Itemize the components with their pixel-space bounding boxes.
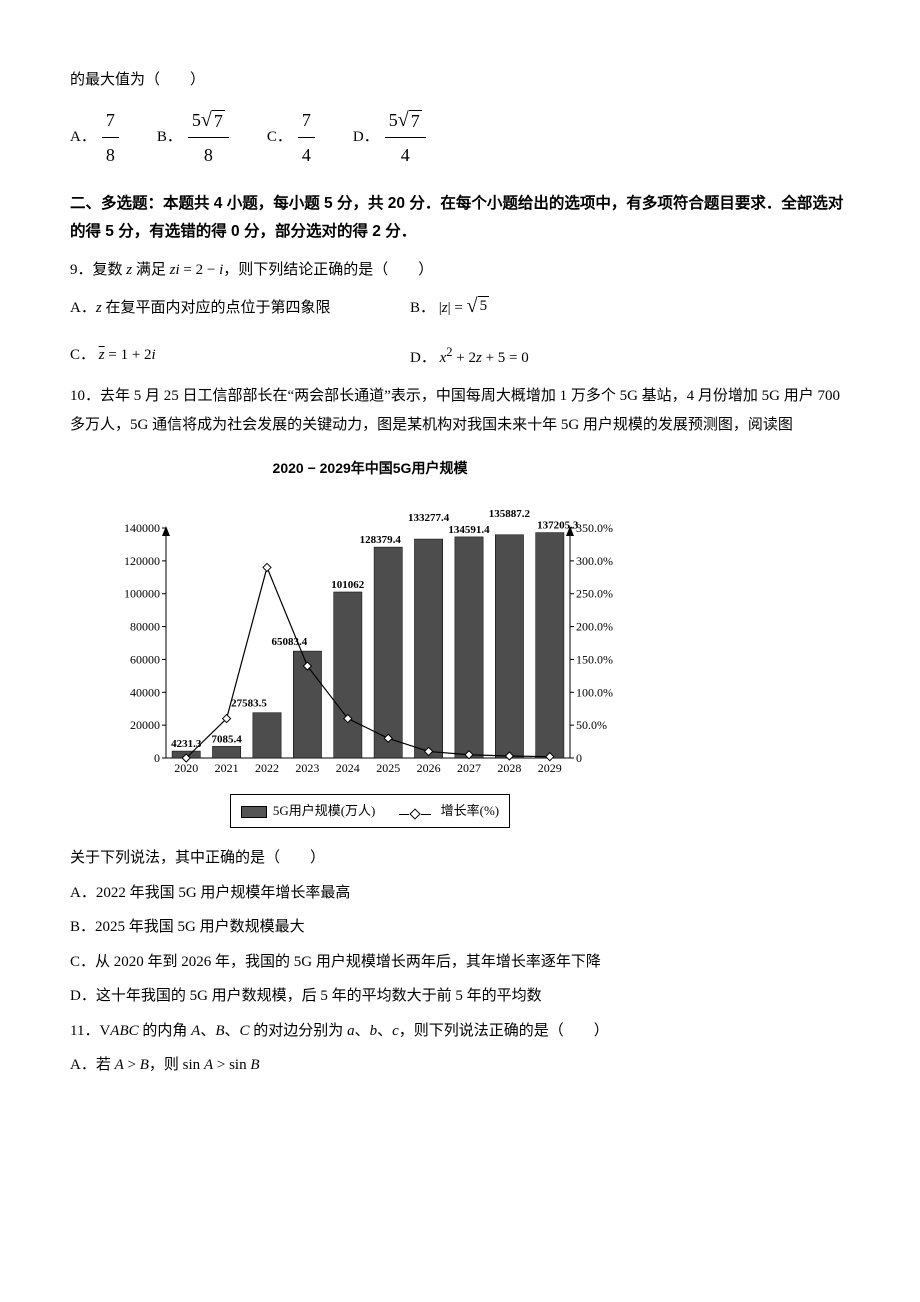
- svg-text:2025: 2025: [376, 761, 400, 775]
- svg-text:100000: 100000: [124, 586, 160, 600]
- q10-chart-title: 2020 − 2029年中国5G用户规模: [110, 455, 630, 482]
- svg-text:140000: 140000: [124, 521, 160, 535]
- svg-text:2024: 2024: [336, 761, 360, 775]
- svg-text:65083.4: 65083.4: [272, 636, 308, 648]
- q8-opt-a[interactable]: A． 78: [70, 103, 121, 172]
- svg-text:2026: 2026: [417, 761, 441, 775]
- q10-opt-a[interactable]: A．2022 年我国 5G 用户规模年增长率最高: [70, 879, 850, 908]
- svg-text:300.0%: 300.0%: [576, 554, 613, 568]
- svg-text:2020: 2020: [174, 761, 198, 775]
- q8-opt-b[interactable]: B． 5√7 8: [157, 103, 231, 172]
- line-marker-icon: [399, 810, 431, 818]
- svg-text:0: 0: [154, 751, 160, 765]
- svg-text:80000: 80000: [130, 619, 160, 633]
- svg-text:133277.4: 133277.4: [408, 512, 450, 524]
- svg-text:2021: 2021: [215, 761, 239, 775]
- svg-text:2022: 2022: [255, 761, 279, 775]
- svg-text:2027: 2027: [457, 761, 481, 775]
- svg-text:101062: 101062: [331, 579, 365, 591]
- q10-chart-svg: 0 20000 40000 60000 80000 100000 120000 140000 0…: [110, 488, 630, 788]
- svg-text:2023: 2023: [295, 761, 319, 775]
- section-2-header: 二、多选题：本题共 4 小题，每小题 5 分，共 20 分．在每个小题给出的选项…: [70, 190, 850, 246]
- q10-chart-legend: 5G用户规模(万人) 增长率(%): [230, 794, 510, 829]
- svg-text:20000: 20000: [130, 718, 160, 732]
- q8-opt-c[interactable]: C． 74: [267, 103, 317, 172]
- q10-opt-c[interactable]: C．从 2020 年到 2026 年，我国的 5G 用户规模增长两年后，其年增长…: [70, 948, 850, 977]
- q9-opt-a[interactable]: A．z 在复平面内对应的点位于第四象限: [70, 294, 390, 323]
- bar-swatch-icon: [241, 806, 267, 818]
- q10-stem2: 关于下列说法，其中正确的是（ ）: [70, 844, 850, 873]
- svg-text:120000: 120000: [124, 554, 160, 568]
- svg-text:200.0%: 200.0%: [576, 619, 613, 633]
- q9-options: A．z 在复平面内对应的点位于第四象限 B． |z| = √5 C． z = 1…: [70, 294, 850, 372]
- svg-text:60000: 60000: [130, 652, 160, 666]
- svg-text:100.0%: 100.0%: [576, 685, 613, 699]
- svg-text:7085.4: 7085.4: [211, 733, 242, 745]
- q10-opt-b[interactable]: B．2025 年我国 5G 用户数规模最大: [70, 913, 850, 942]
- svg-text:2028: 2028: [497, 761, 521, 775]
- svg-text:134591.4: 134591.4: [448, 524, 490, 536]
- svg-text:137205.3: 137205.3: [537, 519, 579, 531]
- q10-opt-d[interactable]: D．这十年我国的 5G 用户数规模，后 5 年的平均数大于前 5 年的平均数: [70, 982, 850, 1011]
- svg-text:0: 0: [576, 751, 582, 765]
- q9-opt-d[interactable]: D． x2 + 2z + 5 = 0: [410, 341, 850, 373]
- svg-text:350.0%: 350.0%: [576, 521, 613, 535]
- q8-opt-d[interactable]: D． 5√7 4: [353, 103, 428, 172]
- svg-text:135887.2: 135887.2: [489, 508, 531, 520]
- svg-text:40000: 40000: [130, 685, 160, 699]
- svg-text:2029: 2029: [538, 761, 562, 775]
- svg-text:250.0%: 250.0%: [576, 586, 613, 600]
- q8-options: A． 78 B． 5√7 8 C． 74 D． 5√7 4: [70, 103, 850, 172]
- svg-text:128379.4: 128379.4: [360, 534, 402, 546]
- q11-opt-a[interactable]: A．若 A > B，则 sin A > sin B: [70, 1051, 850, 1080]
- q9-opt-c[interactable]: C． z = 1 + 2i: [70, 341, 390, 373]
- q9-opt-b[interactable]: B． |z| = √5: [410, 294, 850, 323]
- q9-stem: 9．复数 z 满足 zi = 2 − i，则下列结论正确的是（ ）: [70, 256, 850, 285]
- svg-text:150.0%: 150.0%: [576, 652, 613, 666]
- svg-text:27583.5: 27583.5: [231, 697, 267, 709]
- q10-chart: 2020 − 2029年中国5G用户规模 0 20000 40000 60000 800…: [110, 455, 630, 828]
- q8-stem-tail: 的最大值为（ ）: [70, 66, 850, 95]
- svg-text:50.0%: 50.0%: [576, 718, 607, 732]
- q10-stem: 10．去年 5 月 25 日工信部部长在“两会部长通道”表示，中国每周大概增加 …: [70, 382, 850, 439]
- svg-text:4231.3: 4231.3: [171, 738, 202, 750]
- q11-stem: 11．VABC 的内角 A、B、C 的对边分别为 a、b、c，则下列说法正确的是…: [70, 1017, 850, 1046]
